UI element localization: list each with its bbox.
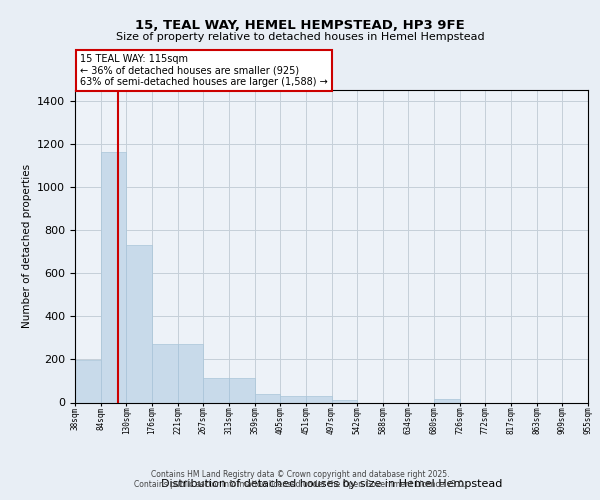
Bar: [152, 344, 178, 403]
Text: 15 TEAL WAY: 115sqm
← 36% of detached houses are smaller (925)
63% of semi-detac: 15 TEAL WAY: 115sqm ← 36% of detached ho…: [80, 54, 328, 87]
Bar: [75, 360, 101, 403]
Bar: [229, 378, 254, 402]
Text: Size of property relative to detached houses in Hemel Hempstead: Size of property relative to detached ho…: [116, 32, 484, 42]
Text: Contains HM Land Registry data © Crown copyright and database right 2025.
Contai: Contains HM Land Registry data © Crown c…: [134, 470, 466, 489]
Bar: [254, 394, 280, 402]
X-axis label: Distribution of detached houses by size in Hemel Hempstead: Distribution of detached houses by size …: [161, 479, 502, 489]
Bar: [331, 400, 357, 402]
Bar: [280, 396, 306, 402]
Bar: [434, 400, 460, 402]
Y-axis label: Number of detached properties: Number of detached properties: [22, 164, 32, 328]
Text: 15, TEAL WAY, HEMEL HEMPSTEAD, HP3 9FE: 15, TEAL WAY, HEMEL HEMPSTEAD, HP3 9FE: [135, 19, 465, 32]
Bar: [306, 396, 331, 402]
Bar: [203, 378, 229, 402]
Bar: [101, 152, 127, 402]
Bar: [127, 245, 152, 402]
Bar: [178, 344, 203, 403]
